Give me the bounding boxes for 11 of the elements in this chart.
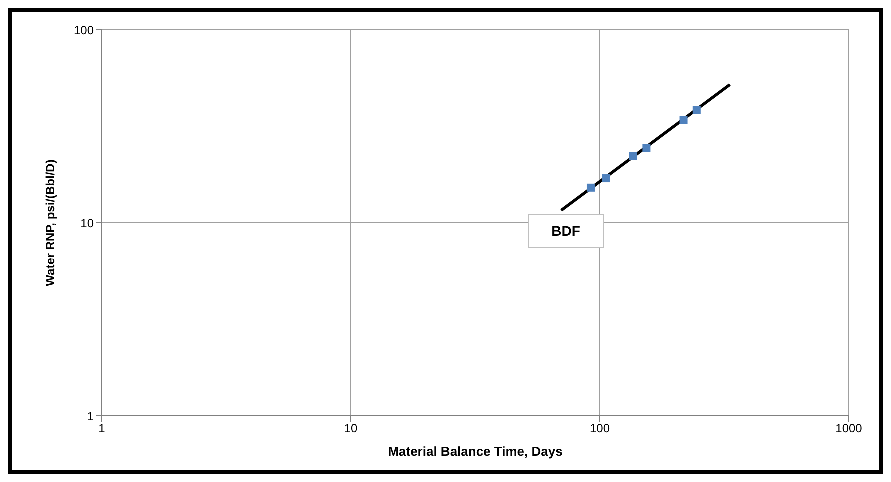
text-box: BDF bbox=[528, 214, 604, 248]
y-tick-label: 10 bbox=[80, 216, 94, 230]
y-tick-label: 100 bbox=[74, 23, 94, 38]
x-tick-label: 100 bbox=[590, 422, 610, 436]
annotation: BDF bbox=[552, 223, 580, 239]
x-axis-title: Material Balance Time, Days bbox=[388, 444, 563, 459]
y-tick-label: 1 bbox=[87, 409, 94, 424]
x-tick-label: 1 bbox=[98, 422, 106, 436]
x-tick-label: 1000 bbox=[836, 422, 863, 436]
x-tick-label: 10 bbox=[344, 422, 358, 436]
y-axis-title: Water RNP, psi/(Bbl/D) bbox=[43, 160, 58, 286]
